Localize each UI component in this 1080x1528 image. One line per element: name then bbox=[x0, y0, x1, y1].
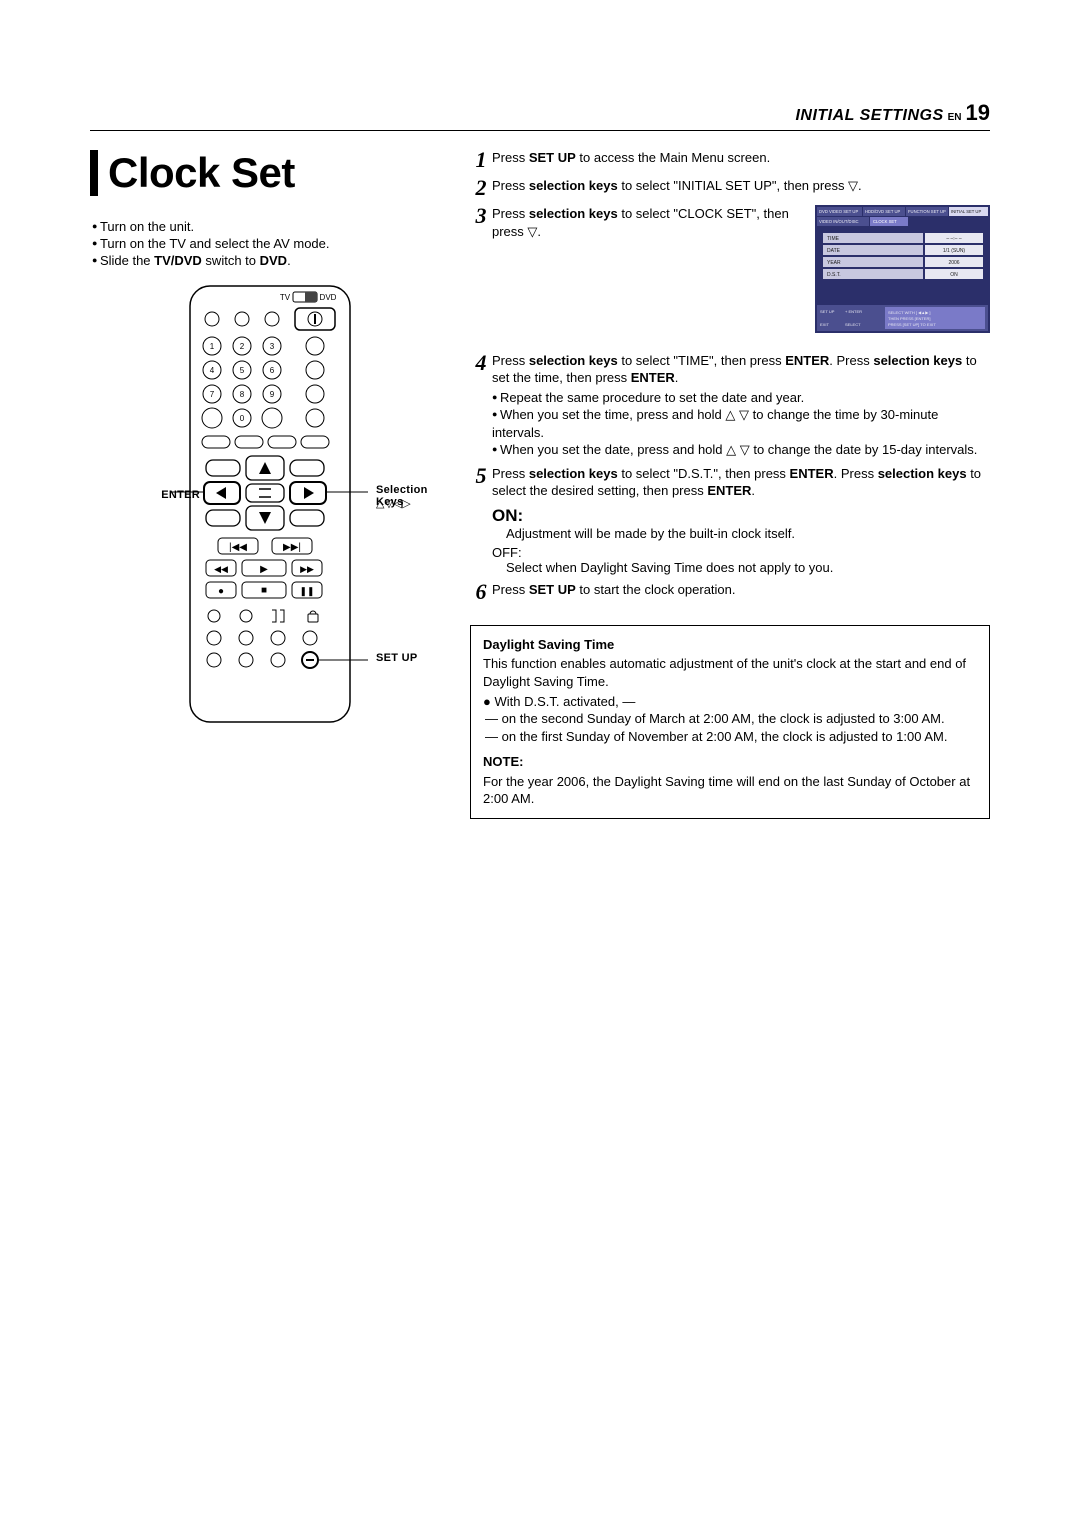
note-text: For the year 2006, the Daylight Saving t… bbox=[483, 773, 977, 808]
dst-activated: With D.S.T. activated, — bbox=[494, 694, 635, 709]
svg-text:2006: 2006 bbox=[948, 260, 959, 266]
svg-text:1/1 (SUN): 1/1 (SUN) bbox=[943, 248, 966, 254]
note-heading: NOTE: bbox=[483, 753, 977, 771]
svg-text:■: ■ bbox=[261, 585, 267, 596]
svg-text:+ ENTER: + ENTER bbox=[845, 309, 862, 314]
on-label: ON: bbox=[492, 506, 523, 525]
remote-label-enter: ENTER bbox=[160, 489, 200, 501]
switch-tv-label: TV bbox=[280, 293, 291, 302]
svg-text:❚❚: ❚❚ bbox=[299, 586, 314, 597]
prep-item: Turn on the TV and select the AV mode. bbox=[92, 236, 450, 251]
svg-text:– –:– –: – –:– – bbox=[946, 236, 962, 242]
svg-text:YEAR: YEAR bbox=[827, 260, 841, 266]
header-category: INITIAL SETTINGS bbox=[795, 107, 943, 125]
step-4-sub: When you set the date, press and hold △ … bbox=[492, 441, 990, 459]
svg-text:INITIAL SET UP: INITIAL SET UP bbox=[951, 209, 981, 214]
svg-text:5: 5 bbox=[240, 366, 245, 375]
svg-text:7: 7 bbox=[210, 390, 215, 399]
remote-diagram: TV DVD 1 bbox=[90, 284, 450, 744]
dst-rule: on the first Sunday of November at 2:00 … bbox=[485, 728, 977, 746]
svg-text:0: 0 bbox=[240, 414, 245, 423]
svg-text:SELECT WITH [ ◀▲▶ ]: SELECT WITH [ ◀▲▶ ] bbox=[888, 310, 931, 315]
step-4-sub: Repeat the same procedure to set the dat… bbox=[492, 389, 990, 407]
step-3: 3 DVD VIDEO SET UP HDD/DVD SET UP FUNCTI… bbox=[470, 205, 990, 346]
svg-text:DATE: DATE bbox=[827, 248, 841, 254]
step-4-sub: When you set the time, press and hold △ … bbox=[492, 406, 990, 441]
svg-text:◀◀: ◀◀ bbox=[214, 564, 228, 574]
svg-text:CLOCK SET: CLOCK SET bbox=[873, 219, 897, 224]
svg-text:3: 3 bbox=[270, 342, 275, 351]
svg-text:▶: ▶ bbox=[260, 564, 268, 575]
svg-text:|◀◀: |◀◀ bbox=[229, 542, 247, 553]
header-page-number: 19 bbox=[966, 100, 990, 126]
section-title: Clock Set bbox=[90, 149, 450, 197]
dst-info-box: Daylight Saving Time This function enabl… bbox=[470, 625, 990, 819]
step-2: 2 Press selection keys to select "INITIA… bbox=[470, 177, 990, 199]
step-6: 6 Press SET UP to start the clock operat… bbox=[470, 581, 990, 603]
step-1: 1 Press SET UP to access the Main Menu s… bbox=[470, 149, 990, 171]
svg-text:EXIT: EXIT bbox=[820, 322, 829, 327]
svg-text:▶▶|: ▶▶| bbox=[283, 542, 301, 553]
svg-text:D.S.T.: D.S.T. bbox=[827, 272, 841, 278]
svg-text:2: 2 bbox=[240, 342, 245, 351]
dst-intro: This function enables automatic adjustme… bbox=[483, 655, 977, 690]
step-5: 5 Press selection keys to select "D.S.T.… bbox=[470, 465, 990, 500]
dst-rule: on the second Sunday of March at 2:00 AM… bbox=[485, 710, 977, 728]
off-label: OFF: bbox=[492, 545, 990, 560]
svg-text:PRESS [SET UP] TO EXIT: PRESS [SET UP] TO EXIT bbox=[888, 322, 936, 327]
step-4: 4 Press selection keys to select "TIME",… bbox=[470, 352, 990, 459]
header-lang: EN bbox=[948, 112, 962, 123]
svg-text:TIME: TIME bbox=[827, 236, 840, 242]
svg-text:VIDEO IN/OUT/DISC: VIDEO IN/OUT/DISC bbox=[819, 219, 859, 224]
on-text: Adjustment will be made by the built-in … bbox=[506, 526, 990, 541]
prep-item: Turn on the unit. bbox=[92, 219, 450, 234]
svg-text:FUNCTION SET UP: FUNCTION SET UP bbox=[908, 209, 946, 214]
remote-label-arrows: △▽◁▷ bbox=[376, 497, 411, 510]
dst-heading: Daylight Saving Time bbox=[483, 636, 977, 654]
svg-text:DVD VIDEO SET UP: DVD VIDEO SET UP bbox=[819, 209, 858, 214]
svg-text:THEN PRESS [ENTER]: THEN PRESS [ENTER] bbox=[888, 316, 930, 321]
remote-label-setup: SET UP bbox=[376, 652, 418, 664]
svg-text:1: 1 bbox=[210, 342, 215, 351]
switch-dvd-label: DVD bbox=[320, 293, 337, 302]
svg-text:9: 9 bbox=[270, 390, 275, 399]
title-bar bbox=[90, 150, 98, 196]
svg-text:SET UP: SET UP bbox=[820, 309, 835, 314]
svg-text:▶▶: ▶▶ bbox=[300, 564, 314, 574]
page-header: INITIAL SETTINGS EN 19 bbox=[90, 100, 990, 131]
svg-text:●: ● bbox=[218, 586, 224, 597]
svg-text:8: 8 bbox=[240, 390, 245, 399]
on-off-block: ON: Adjustment will be made by the built… bbox=[492, 506, 990, 575]
svg-text:4: 4 bbox=[210, 366, 215, 375]
prep-item: Slide the TV/DVD switch to DVD. bbox=[92, 253, 450, 268]
menu-screenshot: DVD VIDEO SET UP HDD/DVD SET UP FUNCTION… bbox=[815, 205, 990, 338]
svg-text:HDD/DVD SET UP: HDD/DVD SET UP bbox=[865, 209, 900, 214]
off-text: Select when Daylight Saving Time does no… bbox=[506, 560, 990, 575]
svg-text:SELECT: SELECT bbox=[845, 322, 861, 327]
svg-text:6: 6 bbox=[270, 366, 275, 375]
preparation-list: Turn on the unit. Turn on the TV and sel… bbox=[90, 219, 450, 268]
title-text: Clock Set bbox=[108, 149, 295, 197]
remote-svg: TV DVD 1 bbox=[160, 284, 380, 724]
step-list: 1 Press SET UP to access the Main Menu s… bbox=[470, 149, 990, 500]
svg-text:ON: ON bbox=[950, 272, 958, 278]
